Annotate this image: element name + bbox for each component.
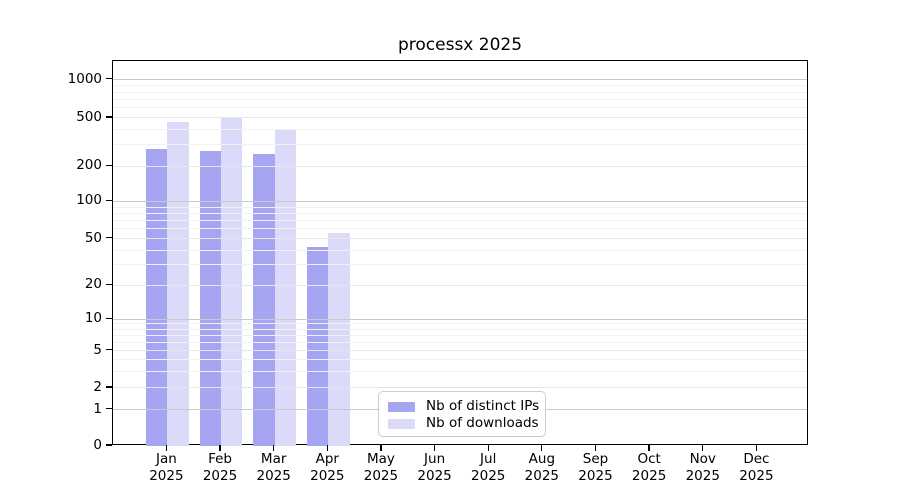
gridline-400 bbox=[113, 129, 807, 131]
x-tick-label-aug: Aug 2025 bbox=[524, 451, 560, 484]
y-tick-mark-100 bbox=[106, 199, 112, 202]
y-tick-label-5: 5 bbox=[93, 341, 102, 358]
x-tick-label-oct: Oct 2025 bbox=[631, 451, 667, 484]
y-tick-label-1000: 1000 bbox=[67, 70, 102, 87]
x-tick-mark-jun bbox=[433, 445, 436, 451]
x-tick-mark-dec bbox=[755, 445, 758, 451]
legend-swatch-downloads-icon bbox=[388, 418, 415, 429]
y-tick-label-10: 10 bbox=[84, 310, 102, 327]
y-tick-mark-10 bbox=[106, 317, 112, 319]
bar-downloads-apr bbox=[328, 232, 350, 446]
bar-downloads-mar bbox=[274, 130, 297, 446]
y-tick-label-20: 20 bbox=[84, 276, 102, 293]
gridline-20 bbox=[113, 284, 807, 286]
y-tick-label-500: 500 bbox=[76, 108, 102, 125]
gridline-200 bbox=[113, 165, 807, 167]
gridline-90 bbox=[113, 206, 807, 208]
x-tick-mark-may bbox=[380, 445, 382, 451]
y-tick-mark-20 bbox=[106, 283, 112, 286]
gridline-7 bbox=[113, 334, 807, 336]
x-tick-mark-sep bbox=[594, 445, 597, 451]
gridline-5 bbox=[113, 350, 807, 352]
x-tick-label-mar: Mar 2025 bbox=[256, 451, 291, 484]
bar-downloads-jan bbox=[167, 121, 189, 446]
gridline-6 bbox=[113, 341, 807, 343]
legend: Nb of distinct IPs Nb of downloads bbox=[378, 391, 546, 437]
gridline-4 bbox=[113, 359, 807, 361]
x-tick-mark-apr bbox=[326, 445, 328, 451]
gridline-70 bbox=[113, 220, 807, 222]
x-tick-mark-aug bbox=[541, 445, 543, 451]
x-tick-label-dec: Dec 2025 bbox=[739, 451, 774, 484]
y-tick-label-1: 1 bbox=[93, 400, 102, 417]
y-tick-label-2: 2 bbox=[93, 378, 102, 395]
gridline-3 bbox=[113, 370, 807, 372]
x-tick-label-jul: Jul 2025 bbox=[471, 451, 506, 484]
x-tick-mark-jul bbox=[487, 445, 489, 451]
y-tick-label-200: 200 bbox=[76, 157, 102, 174]
y-tick-mark-200 bbox=[106, 164, 112, 167]
x-tick-label-nov: Nov 2025 bbox=[685, 451, 720, 484]
x-tick-label-feb: Feb 2025 bbox=[202, 451, 238, 484]
legend-item-downloads: Nb of downloads bbox=[388, 415, 539, 432]
gridline-900 bbox=[113, 85, 807, 87]
y-tick-mark-5 bbox=[106, 348, 112, 351]
x-tick-mark-mar bbox=[273, 445, 275, 451]
y-tick-label-0: 0 bbox=[93, 437, 102, 453]
x-tick-mark-feb bbox=[219, 445, 221, 451]
gridline-2 bbox=[113, 387, 807, 389]
x-tick-label-jan: Jan 2025 bbox=[149, 451, 184, 484]
gridline-700 bbox=[113, 98, 807, 100]
gridline-1000 bbox=[113, 79, 807, 81]
bar-distinct-ips-mar bbox=[253, 153, 275, 446]
gridline-50 bbox=[113, 238, 807, 240]
gridline-10 bbox=[113, 318, 807, 320]
x-tick-label-jun: Jun 2025 bbox=[417, 451, 452, 484]
gridline-8 bbox=[113, 328, 807, 330]
x-tick-mark-jan bbox=[165, 445, 168, 451]
chart-title: processx 2025 bbox=[397, 35, 523, 55]
gridline-300 bbox=[113, 144, 807, 146]
y-tick-mark-50 bbox=[106, 237, 112, 239]
y-tick-mark-500 bbox=[106, 116, 112, 118]
bar-distinct-ips-jan bbox=[146, 148, 168, 446]
bar-distinct-ips-feb bbox=[199, 150, 222, 446]
y-tick-mark-2 bbox=[106, 386, 112, 388]
gridline-100 bbox=[113, 200, 807, 202]
gridline-40 bbox=[113, 249, 807, 251]
gridline-30 bbox=[113, 264, 807, 266]
gridline-500 bbox=[113, 117, 807, 119]
gridline-60 bbox=[113, 228, 807, 230]
y-tick-label-100: 100 bbox=[76, 192, 102, 209]
bar-distinct-ips-apr bbox=[306, 246, 329, 446]
plot-area bbox=[112, 60, 808, 446]
y-tick-mark-0 bbox=[106, 444, 112, 446]
legend-item-distinct-ips: Nb of distinct IPs bbox=[388, 398, 540, 415]
x-tick-label-apr: Apr 2025 bbox=[310, 451, 345, 484]
x-tick-mark-oct bbox=[648, 445, 650, 451]
legend-swatch-distinct-ips-icon bbox=[388, 401, 415, 412]
gridline-800 bbox=[113, 91, 807, 93]
gridline-600 bbox=[113, 107, 807, 109]
y-tick-label-50: 50 bbox=[84, 229, 102, 246]
bar-downloads-feb bbox=[221, 117, 243, 446]
x-tick-label-may: May 2025 bbox=[363, 451, 399, 484]
y-tick-mark-1000 bbox=[106, 78, 112, 80]
legend-label-downloads: Nb of downloads bbox=[426, 415, 539, 431]
x-tick-mark-nov bbox=[702, 445, 704, 451]
x-tick-label-sep: Sep 2025 bbox=[578, 451, 613, 484]
gridline-80 bbox=[113, 212, 807, 214]
gridline-9 bbox=[113, 323, 807, 325]
y-tick-mark-1 bbox=[106, 407, 112, 410]
legend-label-distinct-ips: Nb of distinct IPs bbox=[426, 398, 540, 414]
